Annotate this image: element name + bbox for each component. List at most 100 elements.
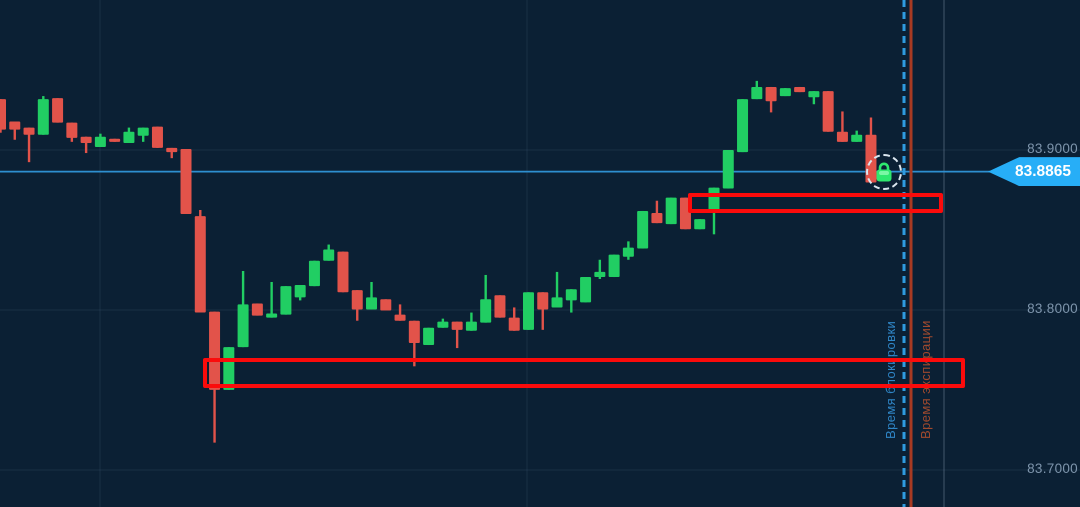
candle-body xyxy=(209,311,221,390)
candle xyxy=(180,149,192,214)
y-axis-tick-label: 83.7000 xyxy=(1027,461,1078,476)
candle-body xyxy=(622,247,634,257)
candle xyxy=(37,96,49,135)
candle-body xyxy=(366,297,378,310)
candle xyxy=(294,285,306,301)
candle-body xyxy=(94,136,106,147)
candle xyxy=(123,127,135,143)
candle-body xyxy=(665,197,677,225)
candle-body xyxy=(465,321,477,331)
candle-body xyxy=(166,147,178,153)
candle-body xyxy=(722,150,734,189)
candle-body xyxy=(694,219,706,230)
candle-body xyxy=(123,131,135,143)
candle-body xyxy=(80,136,92,143)
candle-body xyxy=(280,286,292,315)
candle xyxy=(380,299,392,311)
candle-body xyxy=(822,91,834,132)
drawing-rectangle-upper-zone[interactable] xyxy=(688,193,943,214)
candle xyxy=(779,88,791,97)
candle-body xyxy=(451,321,463,330)
candle-body xyxy=(52,98,64,123)
candle-body xyxy=(223,347,235,390)
y-axis-tick-label: 83.8000 xyxy=(1027,301,1078,316)
candle xyxy=(0,99,6,133)
candle-body xyxy=(308,260,320,287)
candle xyxy=(323,244,335,261)
candle-body xyxy=(294,285,306,298)
candle xyxy=(451,321,463,349)
candle xyxy=(594,259,606,279)
candle-body xyxy=(109,138,121,142)
padlock-glyph xyxy=(876,162,892,182)
drawing-rectangle-lower-zone[interactable] xyxy=(203,358,965,388)
candle xyxy=(80,136,92,154)
candle xyxy=(522,292,534,330)
lock-icon[interactable] xyxy=(866,153,902,190)
candle-body xyxy=(151,126,163,148)
candle-body xyxy=(594,271,606,278)
candle-body xyxy=(351,290,363,310)
candle xyxy=(651,200,663,224)
candle xyxy=(52,98,64,123)
candle xyxy=(537,292,549,330)
candle xyxy=(494,295,506,318)
candle-body xyxy=(565,289,577,301)
candle xyxy=(137,127,149,142)
candle-body xyxy=(251,303,263,316)
candle xyxy=(437,318,449,328)
candle xyxy=(308,260,320,287)
candle-body xyxy=(779,88,791,97)
candle xyxy=(465,312,477,331)
candle xyxy=(351,290,363,321)
y-axis-tick-label: 83.9000 xyxy=(1027,141,1078,156)
candle xyxy=(551,271,563,308)
candle xyxy=(637,210,649,249)
candle xyxy=(66,122,78,142)
candle xyxy=(423,327,435,346)
candle xyxy=(751,80,763,100)
candle xyxy=(851,130,863,142)
candle-body xyxy=(794,86,806,93)
candle xyxy=(480,274,492,323)
candle xyxy=(665,197,677,225)
candle-body xyxy=(580,277,592,303)
candle xyxy=(722,150,734,189)
candle xyxy=(237,270,249,348)
candle-body xyxy=(380,299,392,311)
current-price-value: 83.8865 xyxy=(1014,163,1072,181)
candle-body xyxy=(836,131,848,142)
candle xyxy=(794,86,806,93)
candle xyxy=(280,286,292,315)
candle xyxy=(23,127,35,163)
candle-body xyxy=(851,134,863,142)
candle-body xyxy=(608,254,620,278)
candle-body xyxy=(437,321,449,328)
candle-body xyxy=(0,99,6,130)
candle-body xyxy=(765,86,777,102)
candle-body xyxy=(237,304,249,348)
candle-body xyxy=(737,99,749,153)
candle xyxy=(223,347,235,390)
candle-body xyxy=(408,320,420,343)
candle-body xyxy=(9,121,21,130)
candle-body xyxy=(494,295,506,318)
candle-body xyxy=(37,99,49,135)
candle xyxy=(151,126,163,148)
candle xyxy=(836,111,848,142)
candle xyxy=(580,277,592,303)
candle xyxy=(109,138,121,142)
candle-body xyxy=(808,91,820,98)
candle-body xyxy=(66,122,78,138)
candle xyxy=(166,147,178,159)
candle xyxy=(808,91,820,105)
candle-body xyxy=(266,313,278,318)
candle-body xyxy=(137,127,149,136)
candle xyxy=(622,241,634,260)
candle-body xyxy=(180,149,192,214)
candle xyxy=(737,99,749,153)
candle-body xyxy=(480,299,492,323)
candle xyxy=(9,121,21,140)
